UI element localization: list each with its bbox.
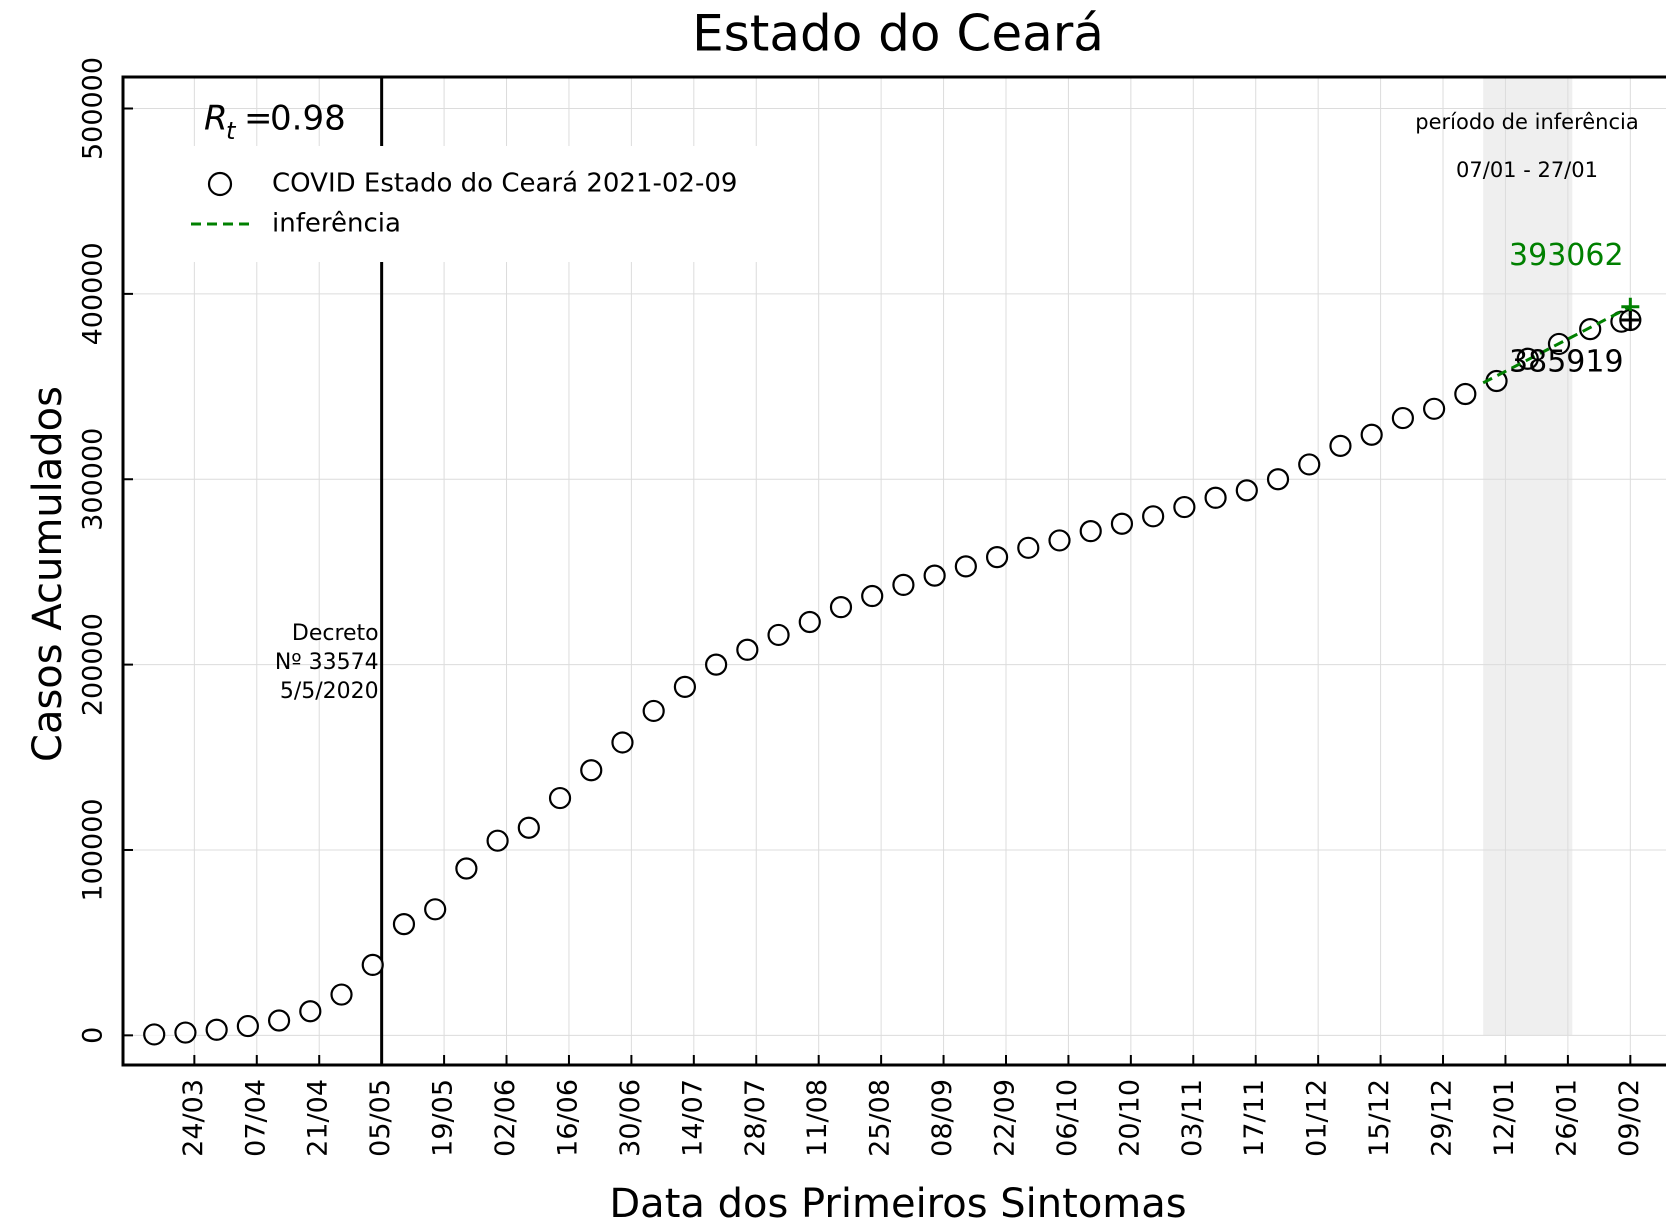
data-point	[1329, 434, 1352, 457]
x-tick-label: 06/10	[1052, 1079, 1083, 1157]
data-point	[392, 913, 416, 936]
inference-line	[1482, 305, 1632, 385]
data-point	[361, 953, 384, 977]
x-tick-label: 05/05	[365, 1079, 396, 1157]
data-point	[548, 786, 572, 810]
x-tick-label: 11/08	[802, 1079, 833, 1157]
data-point	[1173, 495, 1196, 519]
rt-relation: =	[244, 99, 273, 139]
x-tick-label: 24/03	[178, 1079, 209, 1157]
rt-value: 0.98	[270, 99, 346, 139]
data-point	[1391, 406, 1414, 430]
y-tick-label: 300000	[78, 428, 109, 531]
data-point	[455, 857, 478, 880]
data-point	[1266, 468, 1290, 491]
legend-label: COVID Estado do Ceará 2021-02-09	[272, 169, 737, 199]
data-point	[1235, 479, 1258, 502]
x-tick-label: 07/04	[240, 1079, 271, 1157]
data-point	[174, 1021, 197, 1044]
x-tick-label: 03/11	[1177, 1079, 1208, 1157]
x-tick-label: 15/12	[1364, 1079, 1395, 1157]
x-tick-label: 30/06	[615, 1079, 646, 1157]
legend-label: inferência	[272, 209, 401, 239]
legend-swatch	[207, 171, 233, 197]
y-tick-label: 400000	[78, 242, 109, 345]
rt-symbol: R	[204, 99, 228, 139]
data-point	[1298, 453, 1321, 476]
data-point	[1110, 512, 1134, 535]
x-tick-label: 28/07	[740, 1079, 771, 1157]
x-tick-label: 14/07	[677, 1079, 708, 1157]
data-point	[143, 1023, 166, 1046]
plot-frame	[121, 75, 1666, 1067]
x-tick-label: 25/08	[865, 1079, 896, 1157]
data-point	[923, 564, 946, 587]
x-tick-label: 29/12	[1427, 1079, 1458, 1157]
data-point	[1204, 486, 1227, 509]
data-point	[1142, 505, 1165, 528]
y-tick-label: 500000	[78, 57, 109, 160]
annotation-label: 393062	[1509, 238, 1624, 273]
x-tick-label: 17/11	[1239, 1079, 1270, 1157]
data-point	[892, 573, 915, 597]
data-point	[299, 1000, 322, 1023]
chart-title: Estado do Ceará	[692, 5, 1104, 63]
x-tick-label: 19/05	[428, 1079, 459, 1157]
data-point	[705, 653, 728, 676]
x-tick-label: 12/01	[1489, 1079, 1520, 1157]
data-point	[736, 638, 759, 661]
y-axis-label: Casos Acumulados	[25, 386, 71, 762]
annotation-label: 385919	[1509, 344, 1624, 379]
inference-range: 07/01 - 27/01	[1456, 158, 1598, 182]
legend-background	[180, 146, 780, 262]
data-point	[580, 759, 603, 782]
data-point	[1048, 529, 1071, 552]
x-tick-label: 01/12	[1302, 1079, 1333, 1157]
data-point	[486, 829, 509, 852]
data-point	[829, 596, 853, 619]
x-tick-label: 09/02	[1614, 1079, 1645, 1157]
y-tick-label: 200000	[78, 613, 109, 716]
event-label: 5/5/2020	[280, 679, 379, 704]
inference-title: período de inferência	[1415, 110, 1638, 134]
data-point	[985, 545, 1009, 569]
data-point	[861, 584, 884, 608]
data-point	[1360, 423, 1383, 446]
inference-shade	[1483, 77, 1573, 1036]
data-point	[1017, 536, 1040, 559]
y-tick-label: 0	[78, 1027, 109, 1044]
data-point	[1423, 397, 1446, 420]
data-point	[673, 675, 697, 698]
data-point	[642, 699, 665, 723]
x-tick-label: 21/04	[303, 1079, 334, 1157]
data-point	[1079, 520, 1102, 543]
x-tick-label: 20/10	[1114, 1079, 1145, 1157]
x-tick-label: 26/01	[1551, 1079, 1582, 1157]
data-point	[424, 898, 447, 921]
annotation-marker	[1621, 310, 1640, 329]
data-point	[767, 623, 790, 647]
x-tick-label: 16/06	[552, 1079, 583, 1157]
data-point	[611, 731, 634, 754]
data-point	[954, 555, 977, 578]
x-tick-label: 02/06	[490, 1079, 521, 1157]
data-point	[798, 610, 821, 634]
data-point	[205, 1018, 228, 1041]
data-point	[267, 1009, 291, 1032]
data-point	[1454, 382, 1477, 406]
event-label: Nº 33574	[275, 650, 379, 675]
rt-subscript: t	[226, 117, 237, 145]
event-label: Decreto	[292, 621, 379, 646]
data-point	[517, 816, 540, 839]
x-tick-label: 22/09	[989, 1079, 1020, 1157]
data-point	[236, 1014, 259, 1038]
x-axis-label: Data dos Primeiros Sintomas	[609, 1181, 1186, 1227]
x-tick-label: 08/09	[927, 1079, 958, 1157]
y-tick-label: 100000	[78, 798, 109, 901]
data-point	[330, 983, 353, 1006]
